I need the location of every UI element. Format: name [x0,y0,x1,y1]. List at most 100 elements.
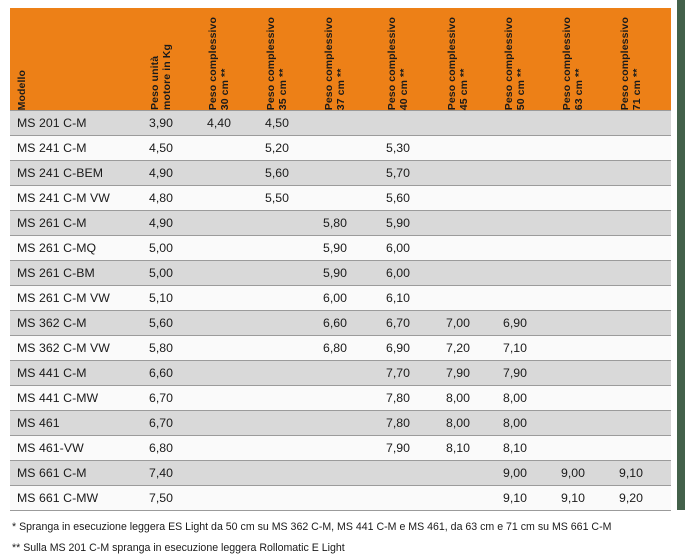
cell-c63 [555,310,613,336]
column-header-model-label: Modello [16,69,28,110]
cell-c40: 6,70 [380,310,440,336]
cell-c40: 5,90 [380,210,440,236]
weights-table: Modello Peso unità motore in Kg Peso com… [10,8,671,511]
cell-c45 [440,460,497,486]
table-row: MS 362 C-M VW 5,80 6,80 6,90 7,20 7,10 [10,335,671,361]
cell-peso_unita_motore: 4,90 [143,210,201,236]
column-header-50cm: Peso complessivo 50 cm ** [497,8,555,111]
cell-peso_unita_motore: 5,00 [143,260,201,286]
column-header-37cm-label: Peso complessivo 37 cm ** [323,16,347,110]
cell-model: MS 261 C-BM [10,260,143,286]
table-row: MS 661 C-MW 7,50 9,10 9,10 9,20 [10,485,671,511]
cell-c37: 5,90 [317,235,380,261]
cell-c37 [317,160,380,186]
cell-c40: 7,70 [380,360,440,386]
cell-c50 [497,285,555,311]
cell-peso_unita_motore: 6,70 [143,385,201,411]
cell-c40 [380,460,440,486]
table-row: MS 441 C-MW 6,70 7,80 8,00 8,00 [10,385,671,411]
cell-c71 [613,360,671,386]
column-header-35cm-label: Peso complessivo 35 cm ** [265,16,289,110]
cell-c45: 7,00 [440,310,497,336]
cell-c45: 8,00 [440,385,497,411]
cell-c45 [440,135,497,161]
cell-model: MS 241 C-M [10,135,143,161]
cell-c30 [201,160,259,186]
cell-c63 [555,435,613,461]
right-edge-band [677,0,685,510]
cell-c30 [201,335,259,361]
spec-sheet: Modello Peso unità motore in Kg Peso com… [10,8,671,554]
cell-c30 [201,260,259,286]
cell-c40: 6,10 [380,285,440,311]
column-header-30cm-label: Peso complessivo 30 cm ** [207,16,231,110]
cell-c35 [259,485,317,511]
cell-c71 [613,260,671,286]
cell-model: MS 201 C-M [10,110,143,136]
table-row: MS 261 C-M VW 5,10 6,00 6,10 [10,285,671,311]
cell-model: MS 261 C-MQ [10,235,143,261]
cell-model: MS 241 C-BEM [10,160,143,186]
cell-c30 [201,210,259,236]
cell-c63 [555,260,613,286]
cell-model: MS 661 C-MW [10,485,143,511]
table-row: MS 261 C-M 4,90 5,80 5,90 [10,210,671,236]
cell-c45 [440,210,497,236]
cell-c63 [555,160,613,186]
cell-c63 [555,185,613,211]
cell-c50: 8,00 [497,385,555,411]
cell-c30 [201,485,259,511]
cell-c37 [317,385,380,411]
cell-c30 [201,410,259,436]
cell-c45 [440,185,497,211]
table-row: MS 201 C-M 3,90 4,40 4,50 [10,110,671,136]
cell-c40: 7,80 [380,410,440,436]
table-row: MS 661 C-M 7,40 9,00 9,00 9,10 [10,460,671,486]
cell-c63 [555,385,613,411]
cell-c37 [317,460,380,486]
cell-peso_unita_motore: 4,80 [143,185,201,211]
cell-c71 [613,310,671,336]
cell-model: MS 362 C-M VW [10,335,143,361]
cell-peso_unita_motore: 5,60 [143,310,201,336]
column-header-45cm: Peso complessivo 45 cm ** [440,8,497,111]
cell-peso_unita_motore: 4,90 [143,160,201,186]
cell-c71 [613,135,671,161]
cell-c30 [201,460,259,486]
cell-c45 [440,285,497,311]
table-body: MS 201 C-M 3,90 4,40 4,50 MS 241 C-M 4,50 5,20… [10,110,671,511]
cell-c35 [259,360,317,386]
cell-c30 [201,235,259,261]
cell-c35 [259,410,317,436]
table-row: MS 241 C-BEM 4,90 5,60 5,70 [10,160,671,186]
cell-c35: 5,60 [259,160,317,186]
cell-c37 [317,185,380,211]
table-row: MS 241 C-M VW 4,80 5,50 5,60 [10,185,671,211]
cell-c71: 9,10 [613,460,671,486]
cell-c50 [497,235,555,261]
cell-peso_unita_motore: 6,70 [143,410,201,436]
cell-c45: 8,00 [440,410,497,436]
cell-c63 [555,210,613,236]
cell-c71 [613,110,671,136]
cell-c50: 8,00 [497,410,555,436]
cell-c71 [613,235,671,261]
cell-c63 [555,285,613,311]
header-row: Modello Peso unità motore in Kg Peso com… [10,8,671,111]
cell-model: MS 261 C-M [10,210,143,236]
cell-c71 [613,185,671,211]
cell-peso_unita_motore: 7,50 [143,485,201,511]
table-row: MS 261 C-BM 5,00 5,90 6,00 [10,260,671,286]
cell-c45: 8,10 [440,435,497,461]
cell-peso_unita_motore: 6,60 [143,360,201,386]
column-header-71cm: Peso complessivo 71 cm ** [613,8,671,111]
cell-c30 [201,310,259,336]
cell-c37: 5,80 [317,210,380,236]
cell-c40: 5,30 [380,135,440,161]
cell-model: MS 241 C-M VW [10,185,143,211]
cell-model: MS 362 C-M [10,310,143,336]
column-header-40cm: Peso complessivo 40 cm ** [380,8,440,111]
cell-c63 [555,410,613,436]
cell-c45 [440,260,497,286]
cell-c37: 5,90 [317,260,380,286]
